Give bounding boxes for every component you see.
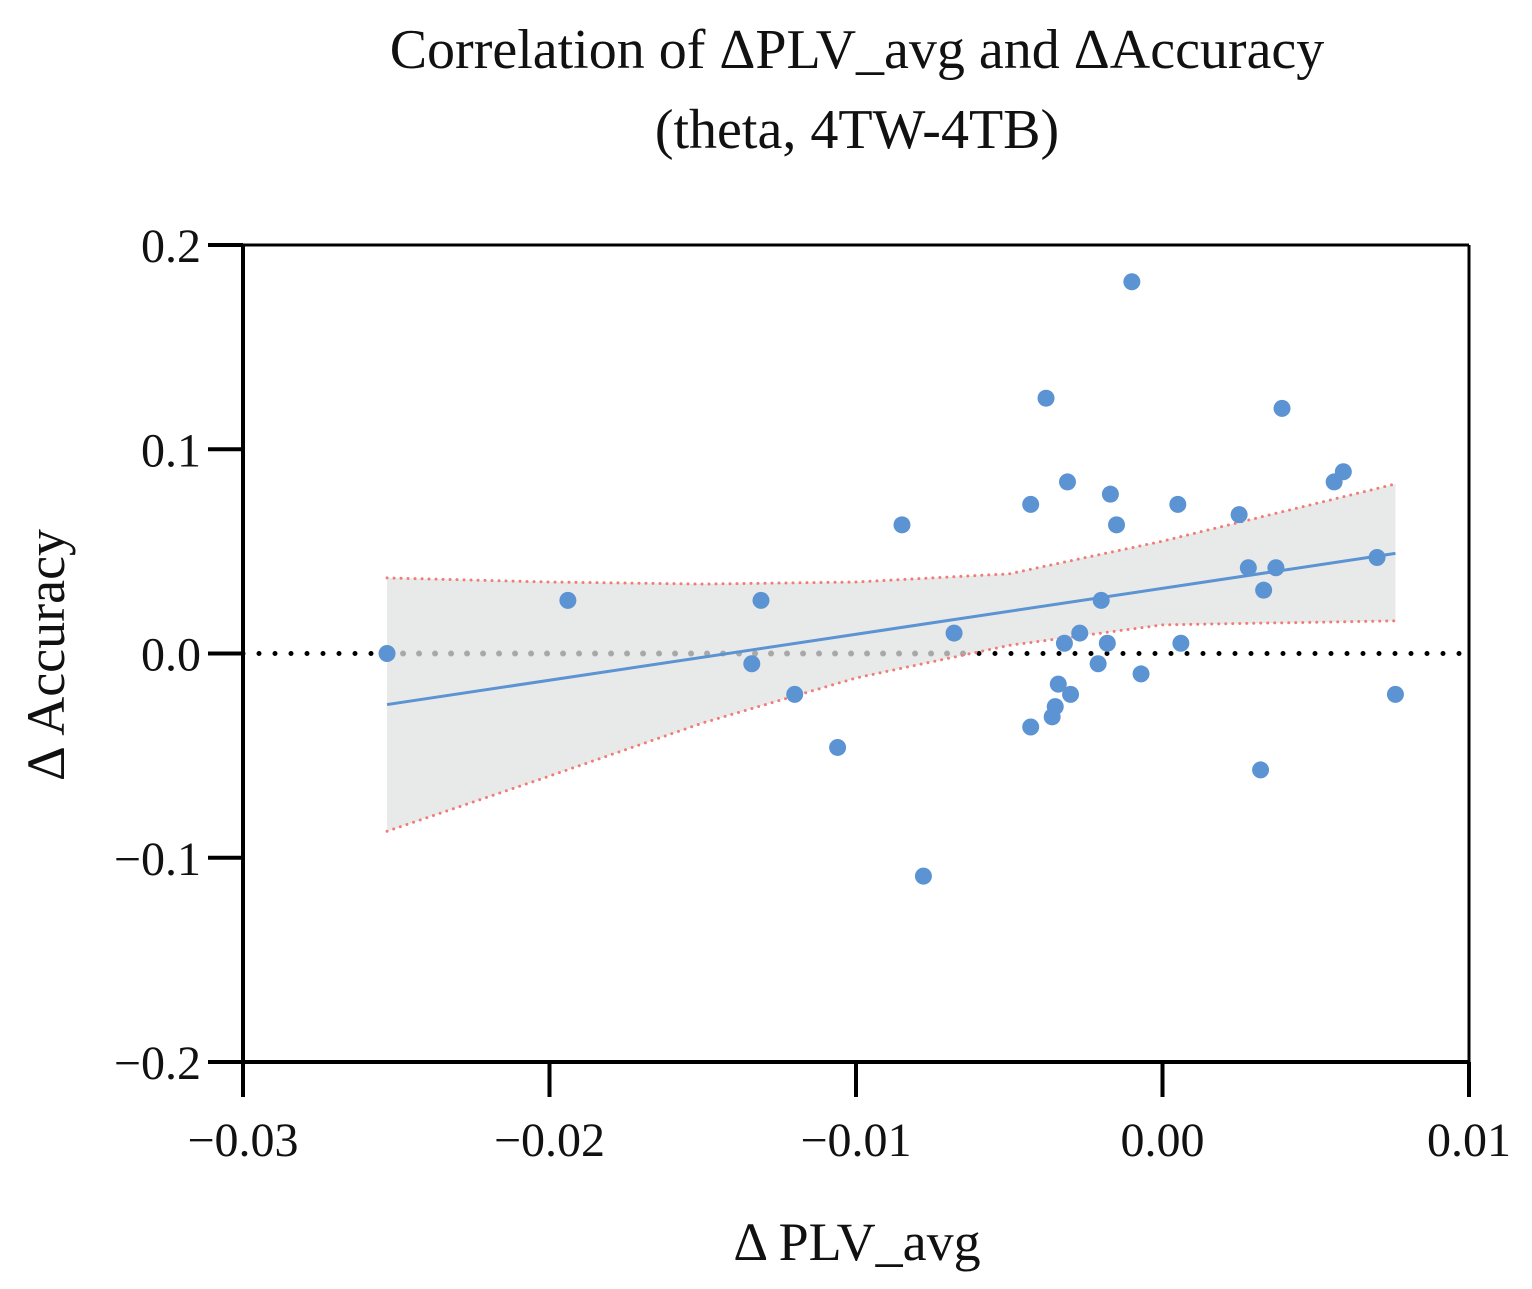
data-point bbox=[1089, 655, 1107, 673]
data-point bbox=[914, 867, 932, 885]
data-point bbox=[1239, 559, 1257, 577]
data-point bbox=[893, 516, 911, 534]
regression-line bbox=[386, 551, 1396, 707]
data-point bbox=[1252, 761, 1270, 779]
y-axis-label: Δ Accuracy bbox=[16, 529, 76, 781]
data-point bbox=[1055, 634, 1073, 652]
y-tick-label: 0.2 bbox=[141, 220, 201, 273]
data-point bbox=[1022, 495, 1040, 513]
data-point bbox=[1255, 581, 1273, 599]
data-point bbox=[559, 591, 577, 609]
chart-title: Correlation of ΔPLV_avg and ΔAccuracy bbox=[390, 19, 1325, 81]
data-point bbox=[1172, 634, 1190, 652]
data-point bbox=[1092, 591, 1110, 609]
data-point bbox=[1108, 516, 1126, 534]
data-point bbox=[378, 645, 396, 662]
y-tick-label: −0.2 bbox=[114, 1037, 201, 1090]
data-point bbox=[1230, 506, 1248, 524]
data-point bbox=[1037, 389, 1055, 407]
chart-subtitle: (theta, 4TW-4TB) bbox=[655, 99, 1059, 161]
y-tick-label: 0.0 bbox=[141, 629, 201, 682]
data-point bbox=[1386, 685, 1404, 703]
data-point bbox=[786, 685, 804, 703]
data-point bbox=[1101, 485, 1119, 503]
y-axis-ticks: −0.2 −0.1 0.0 0.1 0.2 bbox=[114, 220, 243, 1090]
data-point bbox=[1046, 698, 1064, 716]
data-points bbox=[378, 273, 1404, 885]
x-tick-label: −0.02 bbox=[494, 1114, 605, 1167]
data-point bbox=[1058, 473, 1076, 491]
data-point bbox=[1267, 559, 1285, 577]
y-tick-label: −0.1 bbox=[114, 833, 201, 886]
data-point bbox=[1273, 399, 1291, 417]
data-point bbox=[752, 591, 770, 609]
x-axis-label: Δ PLV_avg bbox=[733, 1212, 980, 1272]
data-point bbox=[945, 624, 963, 642]
data-point bbox=[1334, 463, 1352, 481]
confidence-upper-bound bbox=[385, 482, 1397, 586]
data-point bbox=[1123, 273, 1141, 291]
data-point bbox=[1071, 624, 1089, 642]
data-point bbox=[743, 655, 761, 673]
data-point bbox=[1049, 675, 1067, 693]
x-tick-label: 0.00 bbox=[1121, 1114, 1205, 1167]
x-tick-label: −0.01 bbox=[800, 1114, 911, 1167]
confidence-lower-bound bbox=[385, 619, 1397, 833]
data-point bbox=[1169, 495, 1187, 513]
data-point bbox=[1368, 549, 1386, 567]
x-axis-ticks: −0.03 −0.02 −0.01 0.00 0.01 bbox=[187, 1062, 1511, 1167]
data-point bbox=[1062, 685, 1080, 703]
data-point bbox=[829, 738, 847, 756]
x-tick-label: −0.03 bbox=[187, 1114, 298, 1167]
x-tick-label: 0.01 bbox=[1427, 1114, 1511, 1167]
data-point bbox=[1098, 634, 1116, 652]
data-point bbox=[1132, 665, 1150, 683]
y-tick-label: 0.1 bbox=[141, 424, 201, 477]
data-point bbox=[1022, 718, 1040, 736]
